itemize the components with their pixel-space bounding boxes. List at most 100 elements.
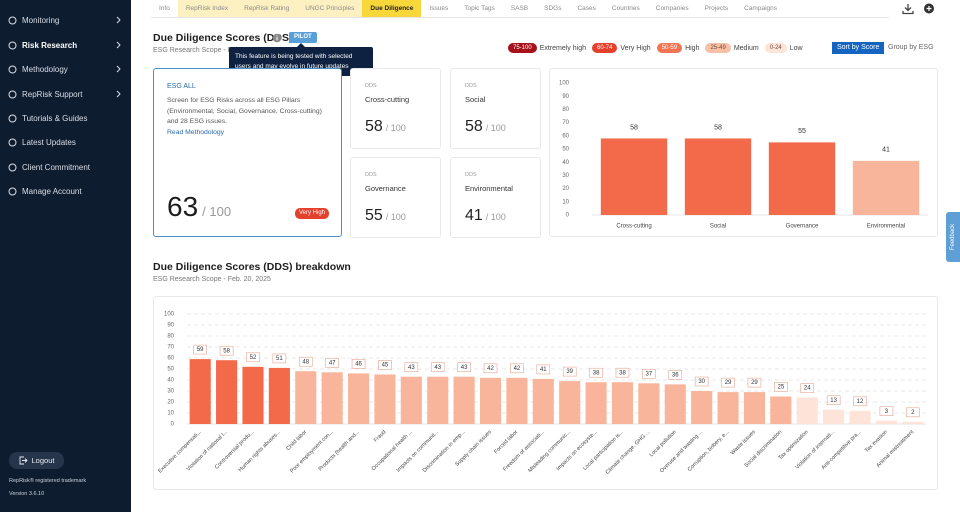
download-icon[interactable] <box>902 4 914 15</box>
group-button[interactable]: Group by ESG <box>888 44 934 51</box>
tab[interactable]: Campaigns <box>744 5 778 12</box>
tab[interactable]: Countries <box>611 5 640 12</box>
bar <box>506 377 528 424</box>
tab[interactable]: Info <box>159 5 170 12</box>
tab[interactable]: SDGs <box>544 5 562 12</box>
y-tick-label: 70 <box>167 345 174 351</box>
value-label-box <box>325 357 339 368</box>
nav-item[interactable]: Methodology <box>8 62 126 76</box>
bar <box>875 420 897 424</box>
pillar-card[interactable]: DDS Environmental 41/ 100 <box>450 157 541 238</box>
nav-item[interactable]: Tutorials & Guides <box>8 111 126 125</box>
y-tick-label: 0 <box>566 213 570 219</box>
y-tick-label: 80 <box>562 107 569 113</box>
feedback-tab[interactable]: Feedback <box>946 212 960 262</box>
card-score: 58 <box>365 118 383 135</box>
tab[interactable]: RepRisk Index <box>177 0 237 17</box>
value-label: 43 <box>408 365 415 371</box>
bar <box>189 359 211 424</box>
legend-range: 0-24 <box>764 43 787 53</box>
pillar-card[interactable]: DDS Social 58/ 100 <box>450 68 541 149</box>
value-label-box <box>642 369 656 379</box>
nav-item[interactable]: Latest Updates <box>8 135 126 149</box>
pillar-card[interactable]: DDS Governance 55/ 100 <box>350 157 441 238</box>
breakdown-chart-card: 0 10 20 30 40 50 60 70 80 90 100 59 Executive compen… <box>153 296 938 490</box>
logout-text: Logout <box>31 456 55 465</box>
bar <box>770 396 792 424</box>
card-name: Cross-cutting <box>365 95 410 104</box>
value-label: 30 <box>698 379 705 385</box>
pillar-chart: 0 10 20 30 40 50 60 70 80 90 100 58 Cross-cutting 58 S… <box>559 81 928 230</box>
y-tick-label: 90 <box>167 323 174 329</box>
tab[interactable]: Cases <box>577 5 596 12</box>
card-name: Environmental <box>465 184 513 193</box>
value-label: 51 <box>276 356 283 362</box>
y-tick-label: 60 <box>167 356 174 362</box>
bar <box>559 381 581 424</box>
legend-range: 60-74 <box>591 43 618 53</box>
tab[interactable]: Issues <box>429 5 449 12</box>
value-label: 58 <box>630 124 638 131</box>
nav-label: Manage Account <box>22 186 82 196</box>
tab[interactable]: Projects <box>704 5 729 12</box>
bar <box>268 367 290 424</box>
summary-card[interactable]: ESG ALL Screen for ESG Risks across all … <box>153 68 342 237</box>
value-label: 43 <box>461 365 468 371</box>
icon-shape <box>8 138 17 146</box>
x-tick-label: Waste issues <box>730 429 757 456</box>
y-tick-label: 40 <box>562 160 569 166</box>
x-tick-label: Environmental <box>867 224 905 230</box>
legend-label: Very High <box>620 44 651 52</box>
bar <box>479 377 502 424</box>
tab[interactable]: Topic Tags <box>464 5 495 12</box>
chevron-shape <box>116 16 121 24</box>
value-label-box <box>193 344 207 355</box>
card-out-of: / 100 <box>485 123 506 133</box>
bar <box>691 391 713 424</box>
card-kind: DDS <box>465 83 477 89</box>
nav-icon <box>8 187 17 195</box>
tab[interactable]: Due Diligence <box>362 0 422 17</box>
y-tick-label: 0 <box>171 422 175 428</box>
nav-item[interactable]: Manage Account <box>8 184 126 198</box>
trademark: RepRisk® registered trademark <box>9 478 87 484</box>
card-out-of: / 100 <box>485 212 506 222</box>
bar <box>374 374 396 424</box>
nav-item[interactable]: Risk Research <box>8 38 126 52</box>
info-icon[interactable] <box>272 33 282 43</box>
value-label-box <box>457 362 471 372</box>
value-label: 13 <box>830 398 837 404</box>
bar <box>796 397 818 424</box>
tab[interactable]: Companies <box>655 5 689 12</box>
card-score: 41 <box>465 207 483 224</box>
nav-icon <box>8 65 17 73</box>
icon-shape <box>8 163 17 171</box>
value-label-box <box>668 370 683 380</box>
y-tick-label: 90 <box>562 94 569 100</box>
card-out-of: / 100 <box>385 123 406 133</box>
nav-item[interactable]: Monitoring <box>8 13 126 27</box>
sort-button[interactable]: Sort by Score <box>832 42 885 54</box>
tab[interactable]: SASB <box>510 5 529 12</box>
value-label: 45 <box>382 363 389 369</box>
nav-item[interactable]: Client Commitment <box>8 160 126 174</box>
value-label: 29 <box>751 380 758 386</box>
value-label: 38 <box>593 370 600 376</box>
value-label: 24 <box>804 386 811 392</box>
legend-label: Medium <box>733 44 759 52</box>
pillar-card[interactable]: DDS Cross-cutting 58/ 100 <box>350 68 441 149</box>
tab[interactable]: UNGC Principles <box>297 0 363 17</box>
value-label: 52 <box>250 355 257 361</box>
y-tick-label: 10 <box>167 411 174 417</box>
chevron-shape <box>116 90 121 98</box>
nav-icon <box>8 163 17 171</box>
x-tick-label: Child labor <box>285 429 308 452</box>
breakdown-title: Due Diligence Scores (DDS) breakdown <box>153 261 351 273</box>
card-kind: DDS <box>365 83 377 89</box>
nav-item[interactable]: RepRisk Support <box>8 87 126 101</box>
nav-icon <box>8 138 17 146</box>
tab[interactable]: RepRisk Rating <box>236 0 298 17</box>
logout-button[interactable]: Logout <box>9 452 64 469</box>
y-tick-label: 70 <box>562 120 569 126</box>
methodology-link[interactable]: Read Methodology <box>167 129 225 136</box>
